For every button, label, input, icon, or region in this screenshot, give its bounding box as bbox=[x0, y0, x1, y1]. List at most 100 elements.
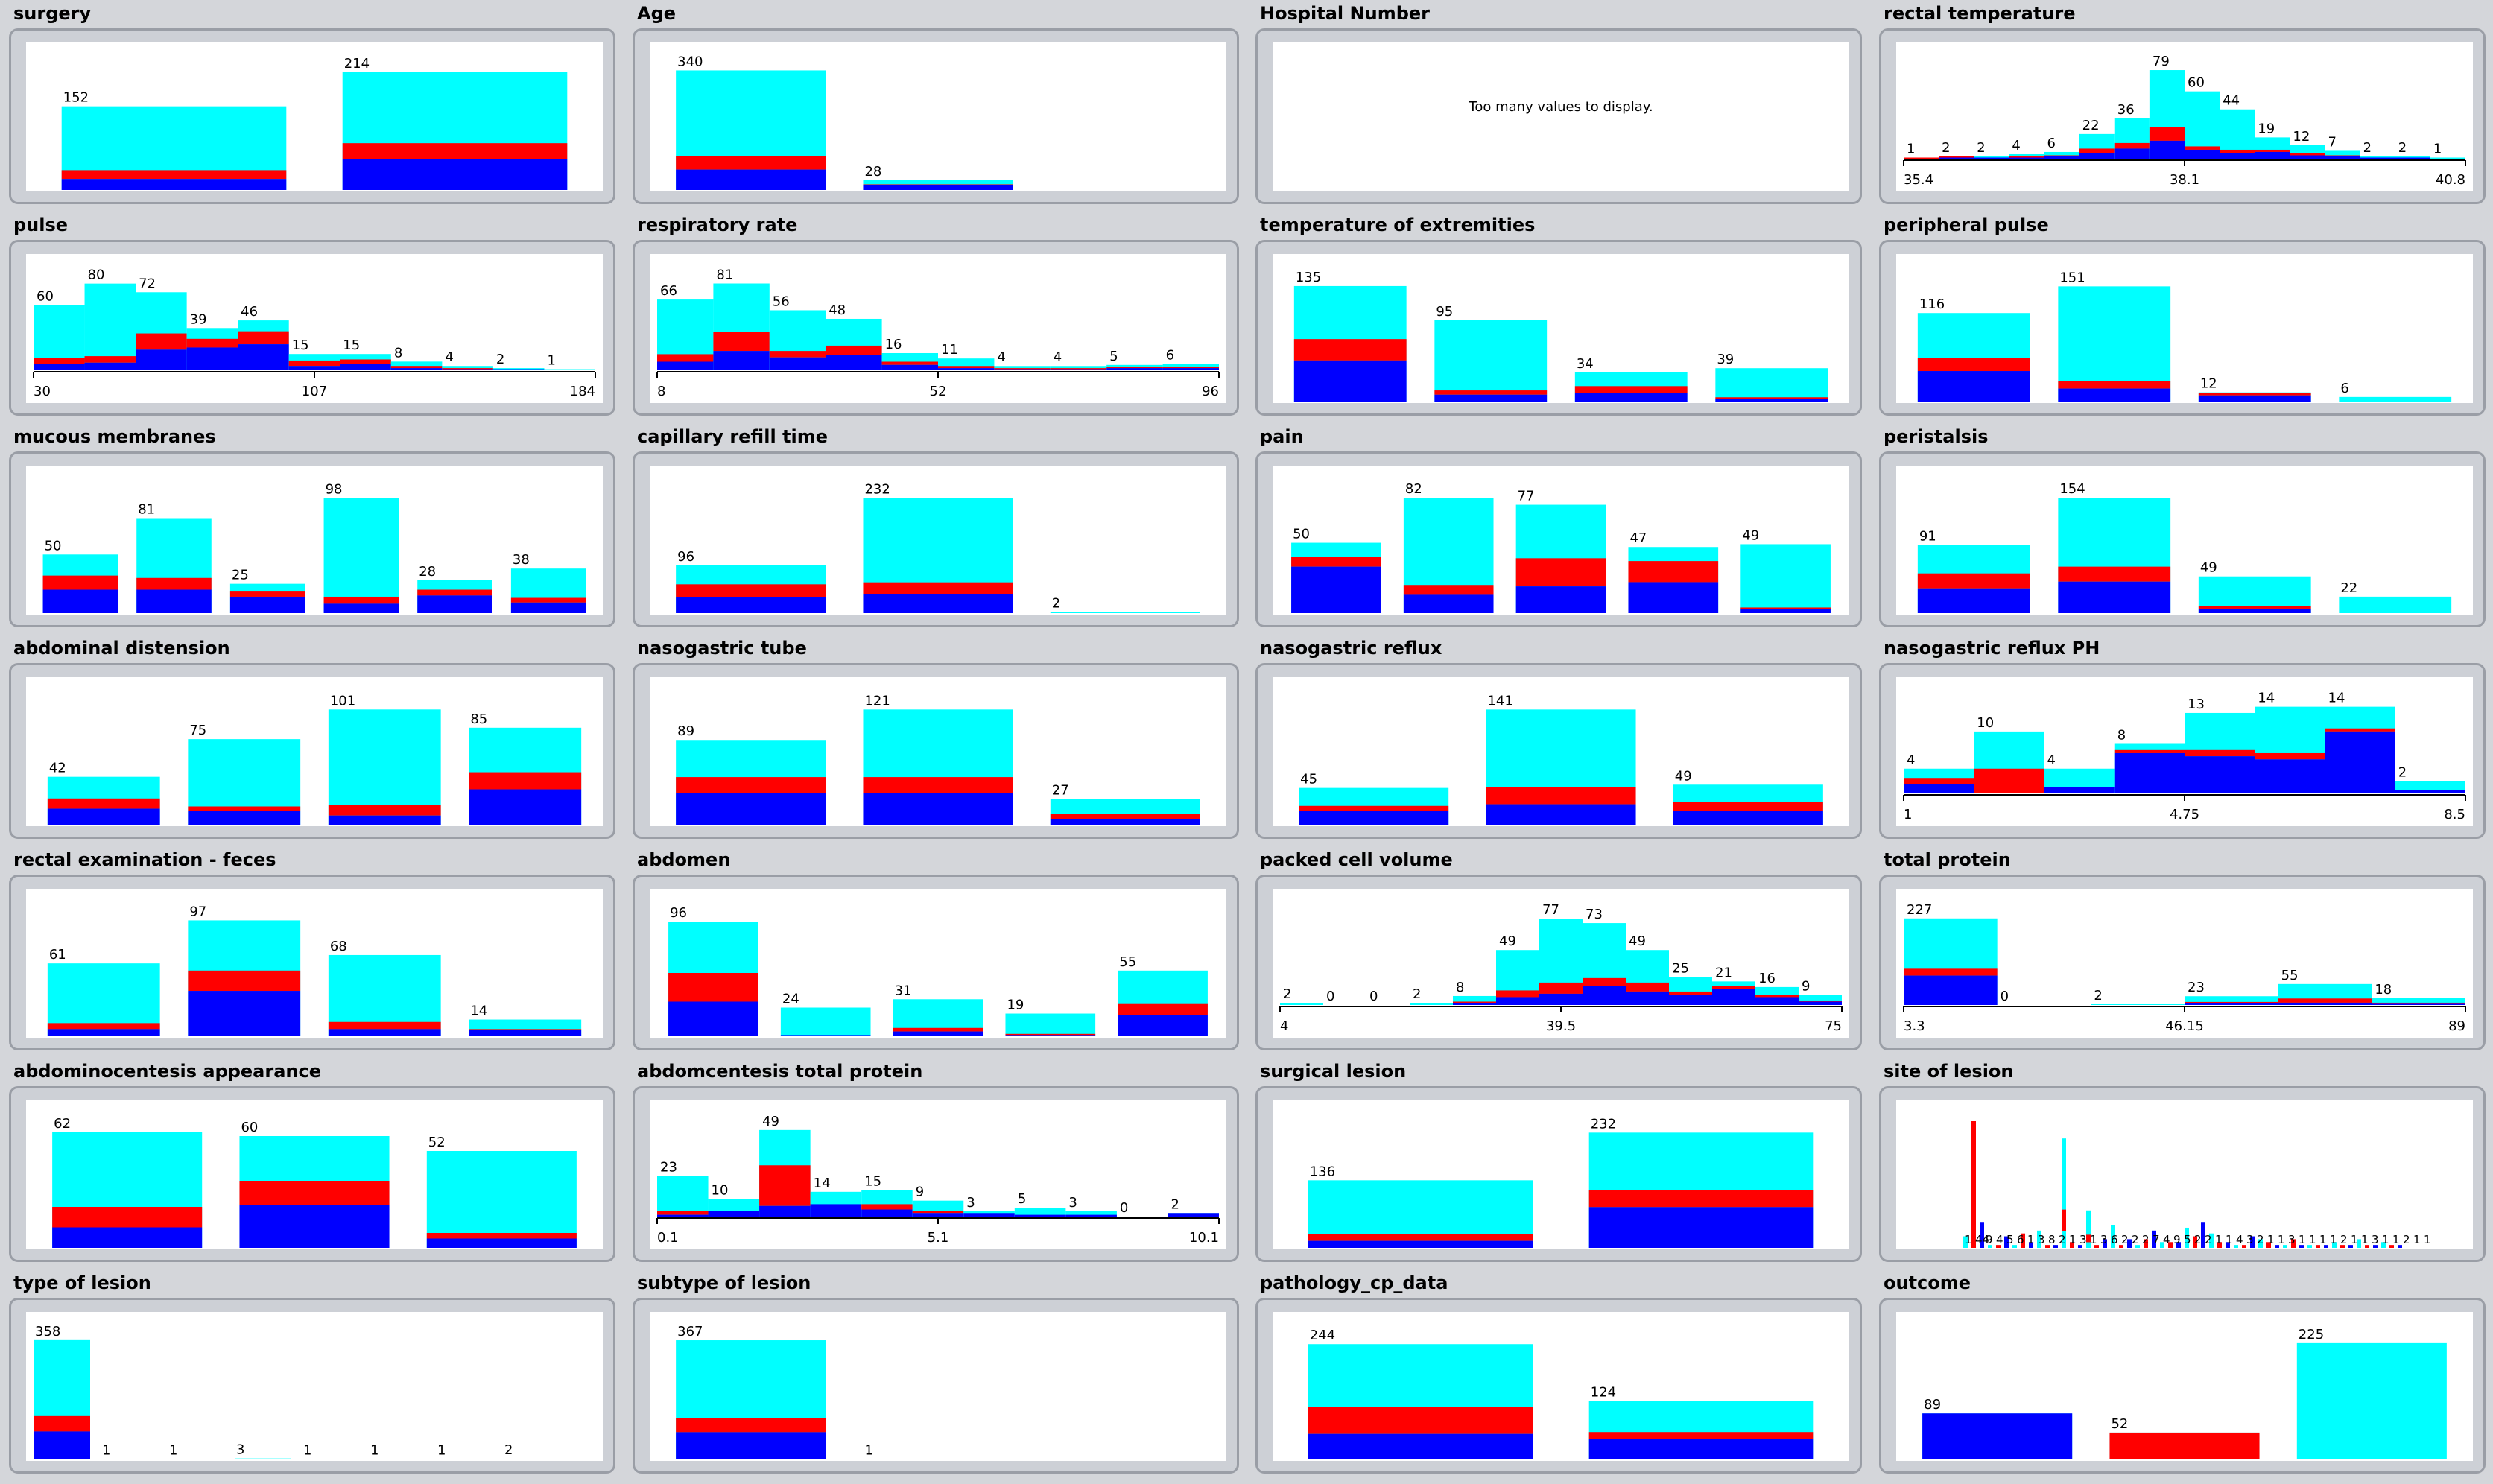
bar-count-label: 27 bbox=[1052, 782, 1069, 798]
bar-count-label: 3 bbox=[966, 1195, 975, 1211]
attribute-panel[interactable]: rectal examination - feces 61 97 68 14 bbox=[0, 846, 624, 1058]
attribute-panel[interactable]: peristalsis 91 154 49 22 bbox=[1870, 423, 2493, 635]
bar-12-0 bbox=[47, 776, 160, 825]
attribute-panel[interactable]: nasogastric tube 89 121 27 bbox=[624, 635, 1247, 846]
bar-segment-class1 bbox=[2325, 156, 2360, 159]
bar-segment-class1 bbox=[469, 1030, 582, 1036]
bar-segment-class1 bbox=[2185, 756, 2255, 793]
bar-segment-class1 bbox=[1939, 157, 1974, 159]
spike-count-label: 1 bbox=[2267, 1233, 2275, 1246]
chart-frame: 1 44 9 4 5 6 1 3 8 2 1 3 1 3 6 2 2 2 7 4 9 5 2 2 1 1 4 3 2 1 1 3 1 1 1 1 2 1 1… bbox=[1879, 1086, 2486, 1262]
attribute-panel[interactable]: Age 340 28 bbox=[624, 0, 1247, 212]
attribute-panel[interactable]: site of lesion 1 44 9 4 5 6 1 3 8 2 1 3 1 3 6 2 2 2 7 4 9 5 2 2 1… bbox=[1870, 1058, 2493, 1269]
attribute-panel[interactable]: surgical lesion 136 232 bbox=[1246, 1058, 1870, 1269]
spike-count-label: 1 bbox=[2382, 1233, 2389, 1246]
bar-17-0 bbox=[668, 922, 758, 1036]
attribute-panel[interactable]: rectal temperature 1 2 2 4 6 22 36 79 60 44 19 12 7 2 2… bbox=[1870, 0, 2493, 212]
attribute-panel[interactable]: total protein 227 0 2 23 55 18 3.3 46.15 89 bbox=[1870, 846, 2493, 1058]
spike-count-label: 3 bbox=[2372, 1233, 2379, 1246]
bar-segment-class1 bbox=[186, 347, 238, 370]
bar-segment-class2 bbox=[1588, 1432, 1814, 1439]
bar-count-label: 8 bbox=[1456, 980, 1464, 995]
bar-21-0 bbox=[657, 1176, 709, 1217]
bar-3-7 bbox=[2149, 70, 2185, 159]
attribute-panel[interactable]: pathology_cp_data 244 124 bbox=[1246, 1269, 1870, 1481]
attribute-panel[interactable]: abdomen 96 24 31 19 55 bbox=[624, 846, 1247, 1058]
attribute-panel[interactable]: pulse 60 80 72 39 46 15 15 8 4 2 1 30 107 184 bbox=[0, 212, 624, 423]
chart-frame: 50 82 77 47 49 bbox=[1255, 451, 1862, 627]
x-axis-tick-label: 39.5 bbox=[1546, 1018, 1576, 1034]
bar-segment-class2 bbox=[2058, 566, 2171, 582]
bar-segment-class2 bbox=[238, 331, 289, 345]
attribute-title: surgical lesion bbox=[1260, 1061, 1407, 1082]
spike-bar bbox=[2365, 1245, 2369, 1248]
attribute-panel[interactable]: subtype of lesion 367 1 bbox=[624, 1269, 1247, 1481]
bar-count-label: 1 bbox=[102, 1443, 110, 1459]
spike-bar bbox=[2275, 1245, 2279, 1248]
bar-21-1 bbox=[708, 1199, 760, 1217]
bar-count-label: 75 bbox=[189, 723, 206, 738]
attribute-title: abdomcentesis total protein bbox=[637, 1061, 923, 1082]
bar-segment-class2 bbox=[52, 1207, 203, 1228]
x-axis-tick-label: 30 bbox=[34, 384, 51, 399]
bar-segment-class1 bbox=[676, 597, 826, 613]
bar-11-2 bbox=[2198, 576, 2311, 613]
attribute-title: Hospital Number bbox=[1260, 3, 1430, 24]
bar-segment-class1 bbox=[469, 789, 582, 825]
bar-count-label: 154 bbox=[2059, 481, 2085, 497]
attribute-panel[interactable]: nasogastric reflux 45 141 49 bbox=[1246, 635, 1870, 846]
spike-count-label: 8 bbox=[2048, 1233, 2056, 1246]
bar-segment-class1 bbox=[676, 1432, 826, 1459]
bar-count-label: 49 bbox=[762, 1114, 779, 1129]
bar-segment-class2 bbox=[1974, 768, 2044, 793]
bar-segment-class1 bbox=[1496, 997, 1539, 1005]
bar-count-label: 46 bbox=[241, 304, 258, 320]
spike-count-label: 1 bbox=[2278, 1233, 2285, 1246]
bar-count-label: 232 bbox=[864, 481, 890, 497]
attribute-panel[interactable]: abdominal distension 42 75 101 85 bbox=[0, 635, 624, 846]
bar-9-1 bbox=[863, 498, 1013, 613]
bar-segment-class1 bbox=[938, 368, 995, 370]
bar-16-2 bbox=[328, 954, 441, 1036]
bar-segment-class1 bbox=[47, 808, 160, 825]
attribute-title: site of lesion bbox=[1884, 1061, 2014, 1082]
bar-25-0 bbox=[676, 1340, 826, 1459]
plot-background bbox=[1896, 1100, 2473, 1249]
attribute-panel[interactable]: capillary refill time 96 232 2 bbox=[624, 423, 1247, 635]
chart-frame: 358 1 1 3 1 1 1 2 bbox=[9, 1298, 615, 1474]
attribute-panel[interactable]: surgery 152 214 bbox=[0, 0, 624, 212]
bar-segment-class1 bbox=[1118, 1015, 1208, 1036]
attribute-panel[interactable]: mucous membranes 50 81 25 98 28 38 bbox=[0, 423, 624, 635]
attribute-panel[interactable]: nasogastric reflux PH 4 10 4 8 13 14 14 2 1 4.75 8.… bbox=[1870, 635, 2493, 846]
attribute-panel[interactable]: type of lesion 358 1 1 3 1 1 1 2 bbox=[0, 1269, 624, 1481]
bar-count-label: 141 bbox=[1487, 693, 1512, 708]
bar-15-7 bbox=[2395, 781, 2465, 793]
bar-segment-class1 bbox=[863, 185, 1013, 190]
bar-count-label: 8 bbox=[394, 345, 402, 361]
spike-count-label: 5 bbox=[2006, 1233, 2014, 1246]
bar-segment-class2 bbox=[2372, 1002, 2465, 1004]
bar-segment-class1 bbox=[912, 1213, 964, 1217]
bar-count-label: 244 bbox=[1310, 1328, 1335, 1343]
attribute-panel[interactable]: abdominocentesis appearance 62 60 52 bbox=[0, 1058, 624, 1269]
bar-24-0 bbox=[34, 1339, 90, 1459]
attribute-panel[interactable]: respiratory rate 66 81 56 48 16 11 4 4 5 6 8 52 96 bbox=[624, 212, 1247, 423]
bar-count-label: 45 bbox=[1300, 772, 1317, 787]
attribute-panel[interactable]: Hospital Number Too many values to displa… bbox=[1246, 0, 1870, 212]
bar-segment-class1 bbox=[84, 362, 136, 370]
attribute-panel[interactable]: abdomcentesis total protein 23 10 49 14 15 9 3 5… bbox=[624, 1058, 1247, 1269]
bar-count-label: 0 bbox=[1326, 989, 1334, 1004]
bar-count-label: 4 bbox=[2047, 752, 2056, 768]
bar-3-14 bbox=[2395, 156, 2430, 159]
bar-18-11 bbox=[1755, 986, 1799, 1005]
spike-count-label: 9 bbox=[1986, 1233, 1993, 1246]
attribute-panel[interactable]: packed cell volume 2 0 0 2 8 49 77 73 49 25 21 16 9 4 3… bbox=[1246, 846, 1870, 1058]
attribute-panel[interactable]: outcome 89 52 225 bbox=[1870, 1269, 2493, 1481]
attribute-panel[interactable]: peripheral pulse 116 151 12 6 bbox=[1870, 212, 2493, 423]
attribute-panel[interactable]: temperature of extremities 135 95 34 39 bbox=[1246, 212, 1870, 423]
bar-segment-class1 bbox=[2290, 155, 2325, 159]
spike-bar bbox=[2037, 1230, 2041, 1248]
bar-count-label: 68 bbox=[330, 939, 347, 954]
attribute-panel[interactable]: pain 50 82 77 47 49 bbox=[1246, 423, 1870, 635]
spike-bar bbox=[2332, 1242, 2337, 1248]
